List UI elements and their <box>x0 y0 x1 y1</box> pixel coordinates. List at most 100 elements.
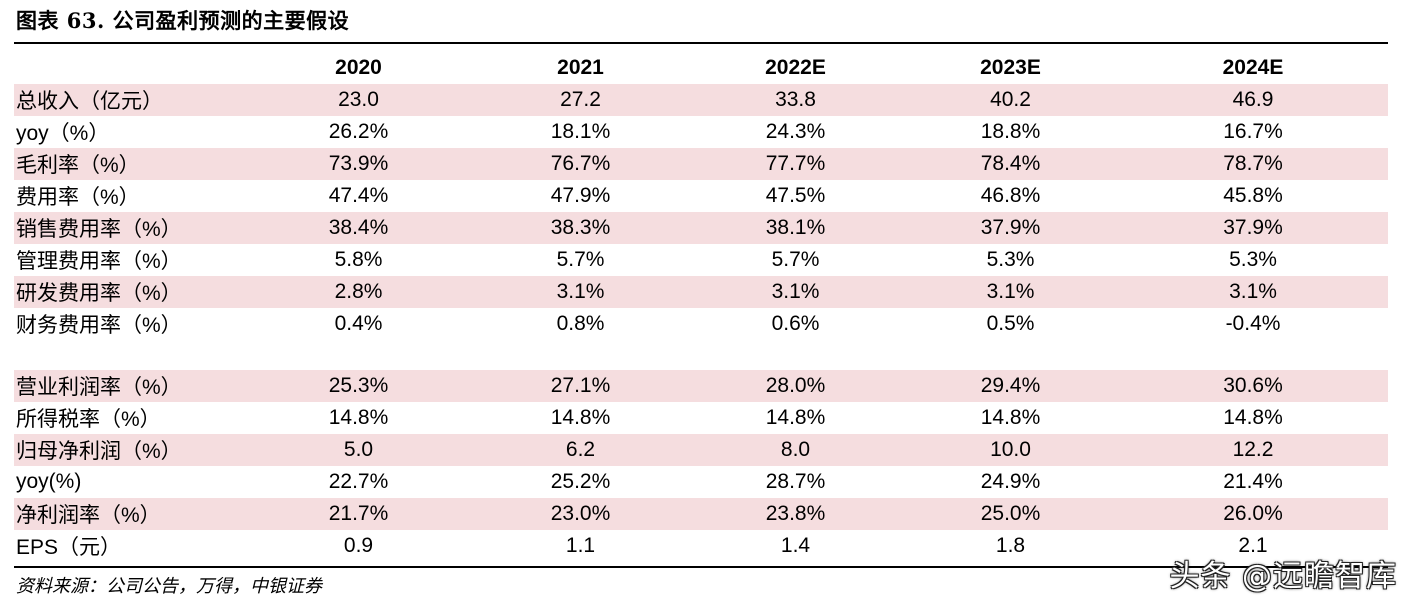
value-cell: 37.9% <box>1118 212 1388 244</box>
value-cell: 5.3% <box>1229 248 1277 271</box>
table-row: 总收入（亿元） 23.0 27.2 33.8 40.2 46.9 <box>14 84 1388 116</box>
value-cell: 3.1% <box>903 276 1118 308</box>
value-cell: 78.4% <box>903 148 1118 180</box>
value-cell: 5.7% <box>771 248 820 271</box>
value-cell: 18.1% <box>550 120 611 143</box>
value-cell: 6.2 <box>473 434 688 466</box>
value-cell <box>1118 340 1388 370</box>
row-label: 所得税率（%） <box>16 408 161 431</box>
table-row: 营业利润率（%） 25.3% 27.1% 28.0% 29.4% 30.6% <box>14 370 1388 402</box>
value-cell: 8.0 <box>688 434 903 466</box>
value-cell: 5.0 <box>244 434 473 466</box>
table-row: yoy（%） 26.2% 18.1% 24.3% 18.8% 16.7% <box>14 116 1388 148</box>
value-cell: 12.2 <box>1118 434 1388 466</box>
value-cell: 0.4% <box>334 312 383 335</box>
value-cell: 5.8% <box>334 248 383 271</box>
value-cell: 1.4 <box>780 534 811 557</box>
row-label: yoy（%） <box>16 122 110 145</box>
value-cell: 28.7% <box>765 470 826 493</box>
bottom-rule <box>14 566 1388 568</box>
table-row: 费用率（%） 47.4% 47.9% 47.5% 46.8% 45.8% <box>14 180 1388 212</box>
table-row: yoy(%) 22.7% 25.2% 28.7% 24.9% 21.4% <box>14 466 1388 498</box>
header-cell-2020: 2020 <box>335 56 382 79</box>
value-cell: 2.1 <box>1238 534 1268 557</box>
row-label: 归母净利润（%） <box>14 434 244 466</box>
value-cell: 37.9% <box>903 212 1118 244</box>
table-row: 研发费用率（%） 2.8% 3.1% 3.1% 3.1% 3.1% <box>14 276 1388 308</box>
value-cell: 3.1% <box>473 276 688 308</box>
row-label: 销售费用率（%） <box>14 212 244 244</box>
value-cell: 1.1 <box>565 534 596 557</box>
table-row: 管理费用率（%） 5.8% 5.7% 5.7% 5.3% 5.3% <box>14 244 1388 276</box>
value-cell: 46.9 <box>1118 84 1388 116</box>
value-cell: 3.1% <box>1118 276 1388 308</box>
value-cell: 23.8% <box>688 498 903 530</box>
value-cell: 1.8 <box>995 534 1026 557</box>
forecast-table: 2020 2021 2022E 2023E 2024E 总收入（亿元） 23.0 2… <box>14 52 1388 562</box>
value-cell: 25.3% <box>244 370 473 402</box>
table-row: 所得税率（%） 14.8% 14.8% 14.8% 14.8% 14.8% <box>14 402 1388 434</box>
value-cell: 23.0 <box>244 84 473 116</box>
value-cell: 40.2 <box>903 84 1118 116</box>
row-label: 费用率（%） <box>16 186 140 209</box>
row-label: 营业利润率（%） <box>14 370 244 402</box>
value-cell: 26.2% <box>328 120 389 143</box>
value-cell: 73.9% <box>244 148 473 180</box>
table-row: 销售费用率（%） 38.4% 38.3% 38.1% 37.9% 37.9% <box>14 212 1388 244</box>
header-cell-2022e: 2022E <box>765 56 826 79</box>
row-label: 毛利率（%） <box>14 148 244 180</box>
value-cell <box>473 340 688 370</box>
value-cell: 77.7% <box>688 148 903 180</box>
table-row: 毛利率（%） 73.9% 76.7% 77.7% 78.4% 78.7% <box>14 148 1388 180</box>
value-cell: 27.2 <box>473 84 688 116</box>
row-label: 财务费用率（%） <box>16 314 182 337</box>
value-cell: 38.1% <box>688 212 903 244</box>
header-cell-2023e: 2023E <box>980 56 1041 79</box>
value-cell: 14.8% <box>1223 406 1283 429</box>
value-cell: 3.1% <box>688 276 903 308</box>
value-cell: 47.9% <box>550 184 611 207</box>
value-cell: 45.8% <box>1223 184 1283 207</box>
value-cell: 24.3% <box>765 120 826 143</box>
value-cell: 5.3% <box>986 248 1035 271</box>
value-cell: 5.7% <box>556 248 605 271</box>
row-label: 管理费用率（%） <box>16 250 182 273</box>
table-body: 2020 2021 2022E 2023E 2024E 总收入（亿元） 23.0 2… <box>14 52 1388 562</box>
top-rule <box>14 42 1388 44</box>
value-cell: 33.8 <box>688 84 903 116</box>
value-cell: 23.0% <box>473 498 688 530</box>
value-cell: 26.0% <box>1118 498 1388 530</box>
value-cell: 28.0% <box>688 370 903 402</box>
value-cell: 10.0 <box>903 434 1118 466</box>
value-cell: 78.7% <box>1118 148 1388 180</box>
row-label: 净利润率（%） <box>14 498 244 530</box>
value-cell: 14.8% <box>550 406 611 429</box>
header-cell-2024e: 2024E <box>1222 56 1284 79</box>
value-cell: 47.4% <box>328 184 389 207</box>
value-cell: 38.4% <box>244 212 473 244</box>
figure-title: 图表 63. 公司盈利预测的主要假设 <box>16 8 350 33</box>
row-label <box>14 340 244 370</box>
value-cell: 22.7% <box>328 470 389 493</box>
value-cell: 14.8% <box>980 406 1041 429</box>
header-row: 2020 2021 2022E 2023E 2024E <box>14 52 1388 84</box>
value-cell: 16.7% <box>1223 120 1283 143</box>
row-label: 研发费用率（%） <box>14 276 244 308</box>
value-cell: 21.4% <box>1223 470 1283 493</box>
row-label: 总收入（亿元） <box>14 84 244 116</box>
header-cell-2021: 2021 <box>557 56 604 79</box>
value-cell <box>244 340 473 370</box>
value-cell: 47.5% <box>765 184 826 207</box>
value-cell: 14.8% <box>765 406 826 429</box>
header-cell-label <box>14 52 244 84</box>
value-cell: 38.3% <box>473 212 688 244</box>
value-cell: 46.8% <box>980 184 1041 207</box>
value-cell: 25.0% <box>903 498 1118 530</box>
source-note: 资料来源：公司公告，万得，中银证券 <box>16 576 322 597</box>
row-label: EPS（元） <box>16 536 122 559</box>
value-cell: 24.9% <box>980 470 1041 493</box>
table-row: 财务费用率（%） 0.4% 0.8% 0.6% 0.5% -0.4% <box>14 308 1388 340</box>
spacer-row <box>14 340 1388 370</box>
value-cell: 2.8% <box>244 276 473 308</box>
value-cell: -0.4% <box>1225 312 1281 335</box>
